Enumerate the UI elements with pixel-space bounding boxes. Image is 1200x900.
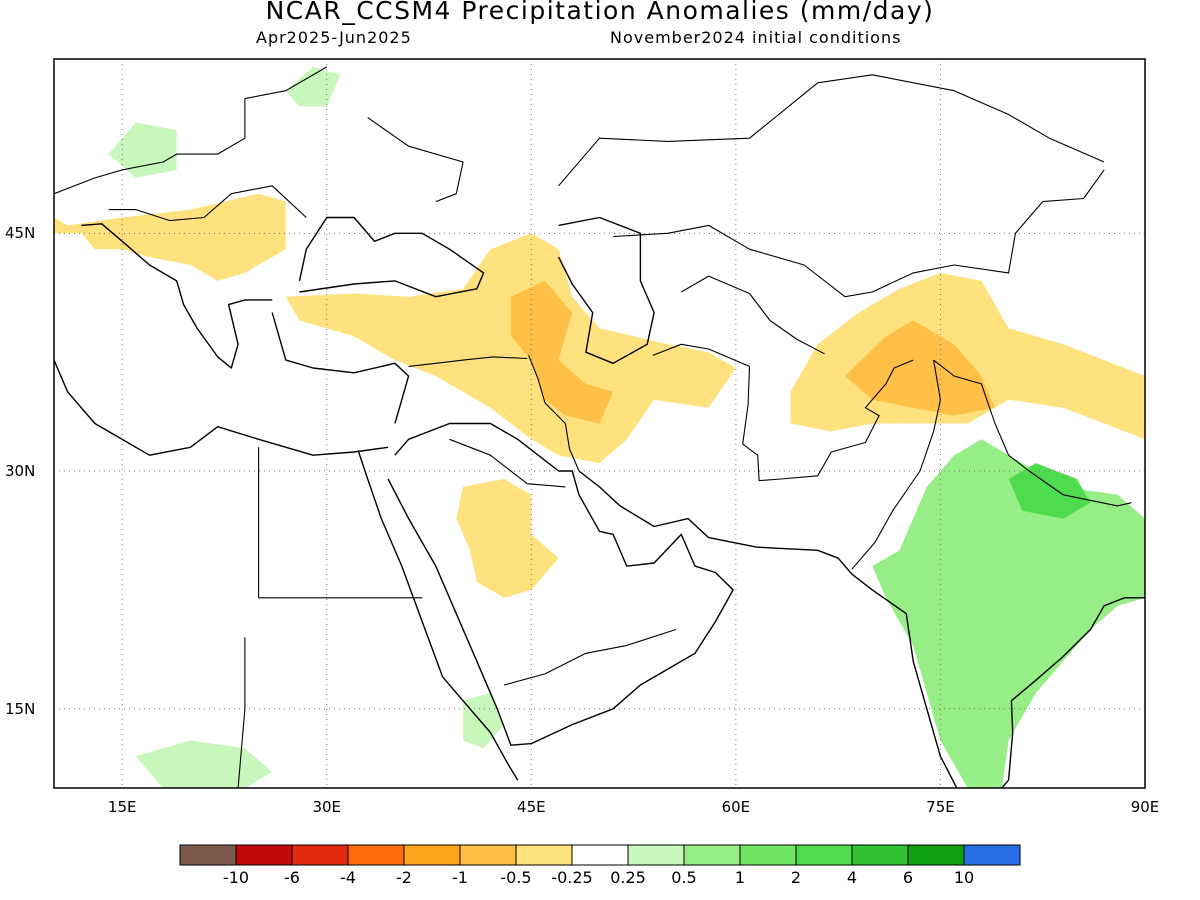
colorbar-swatch <box>907 844 965 866</box>
anomaly-region-anatolia-dry <box>285 233 736 464</box>
anomaly-region-nepal-wet <box>1008 463 1091 519</box>
colorbar-label: 0.25 <box>610 868 646 887</box>
lon-tick-label: 60E <box>721 798 751 816</box>
coastline-border-layer <box>54 66 1145 788</box>
colorbar-label: 1 <box>734 868 746 887</box>
coastline-black-sea <box>298 216 485 298</box>
border-turkey-syria <box>408 356 528 367</box>
anomaly-region-balkans-wet <box>108 122 177 178</box>
colorbar-label: -4 <box>340 868 356 887</box>
colorbar-label: -1 <box>452 868 468 887</box>
border-balkan-borders <box>108 185 307 222</box>
colorbar-label: 2 <box>790 868 802 887</box>
forecast-season: Apr2025-Jun2025 <box>256 28 412 47</box>
border-saudi-iraq <box>449 438 566 488</box>
colorbar-swatch <box>459 844 517 866</box>
colorbar-swatch <box>795 844 853 866</box>
colorbar-swatch <box>235 844 293 866</box>
coastline-caspian-sea <box>557 216 655 364</box>
lon-tick-label: 30E <box>312 798 342 816</box>
anomaly-fill-layer <box>54 66 1145 788</box>
anomaly-region-arabia-dry <box>456 479 559 598</box>
colorbar-swatch <box>291 844 349 866</box>
lon-tick-label: 45E <box>517 798 546 816</box>
border-saudi-yemen <box>503 628 677 686</box>
coastline-arabian-peninsula <box>387 422 734 746</box>
colorbar <box>179 844 1021 866</box>
lon-tick-label: 75E <box>926 798 955 816</box>
colorbar-swatch <box>571 844 629 866</box>
colorbar-swatch <box>403 844 461 866</box>
border-sudan-chad <box>237 637 246 788</box>
colorbar-swatch <box>851 844 909 866</box>
border-iraq-iran <box>528 355 580 472</box>
anomaly-region-ethiopia-wet <box>463 692 504 749</box>
colorbar-swatch <box>683 844 741 866</box>
colorbar-label: -6 <box>284 868 300 887</box>
initial-conditions: November2024 initial conditions <box>610 28 902 47</box>
anomaly-region-sudan-wet <box>135 740 273 788</box>
colorbar-label: 0.5 <box>671 868 697 887</box>
anomaly-region-india-wet <box>872 439 1145 788</box>
border-europe-central <box>54 66 328 195</box>
colorbar-label: -10 <box>222 868 250 887</box>
coastline-india-coast <box>851 573 1145 788</box>
colorbar-swatch <box>739 844 797 866</box>
lat-tick-label: 45N <box>5 224 36 243</box>
border-ukraine-russia <box>367 117 464 203</box>
border-kazakhstan-south <box>613 169 1105 298</box>
grid-layer <box>54 59 1145 788</box>
anomaly-region-carpathia-wet <box>285 66 341 107</box>
lat-tick-label: 15N <box>5 699 36 718</box>
lat-tick-label: 30N <box>5 462 36 481</box>
colorbar-swatch <box>515 844 573 866</box>
lon-tick-label: 15E <box>107 798 137 816</box>
colorbar-swatch <box>963 844 1021 866</box>
colorbar-label: -2 <box>396 868 412 887</box>
border-india-china <box>933 359 1132 507</box>
anomaly-region-zagros-moderate-dry <box>510 280 614 424</box>
colorbar-swatch <box>179 844 237 866</box>
coastline-mediterranean-south <box>54 359 389 456</box>
map-frame <box>53 58 1146 789</box>
coastline-persian-gulf-iran <box>578 470 853 575</box>
colorbar-label: 6 <box>902 868 914 887</box>
border-pakistan-india <box>851 360 941 570</box>
coastline-anatolia-coast <box>271 312 410 424</box>
map-title: NCAR_CCSM4 Precipitation Anomalies (mm/d… <box>265 0 935 25</box>
anomaly-region-balkans-dry <box>54 193 286 281</box>
colorbar-label: -0.25 <box>551 868 593 887</box>
lon-tick-label: 90E <box>1130 798 1160 816</box>
coastline-italy-adriatic <box>81 223 273 369</box>
colorbar-label: 10 <box>953 868 975 887</box>
border-afghanistan-pakistan <box>780 359 914 480</box>
anomaly-region-pamir-moderate-dry <box>845 320 995 416</box>
colorbar-label: -0.5 <box>500 868 532 887</box>
border-iran-turkmenistan <box>652 343 750 367</box>
border-uzbekistan-turkmenistan <box>681 275 825 355</box>
colorbar-swatch <box>627 844 685 866</box>
coastline-red-sea-africa <box>357 450 519 781</box>
colorbar-label: 4 <box>846 868 858 887</box>
border-iran-afghanistan <box>742 366 781 482</box>
colorbar-swatch <box>347 844 405 866</box>
border-kazakhstan-russia <box>558 74 1105 187</box>
